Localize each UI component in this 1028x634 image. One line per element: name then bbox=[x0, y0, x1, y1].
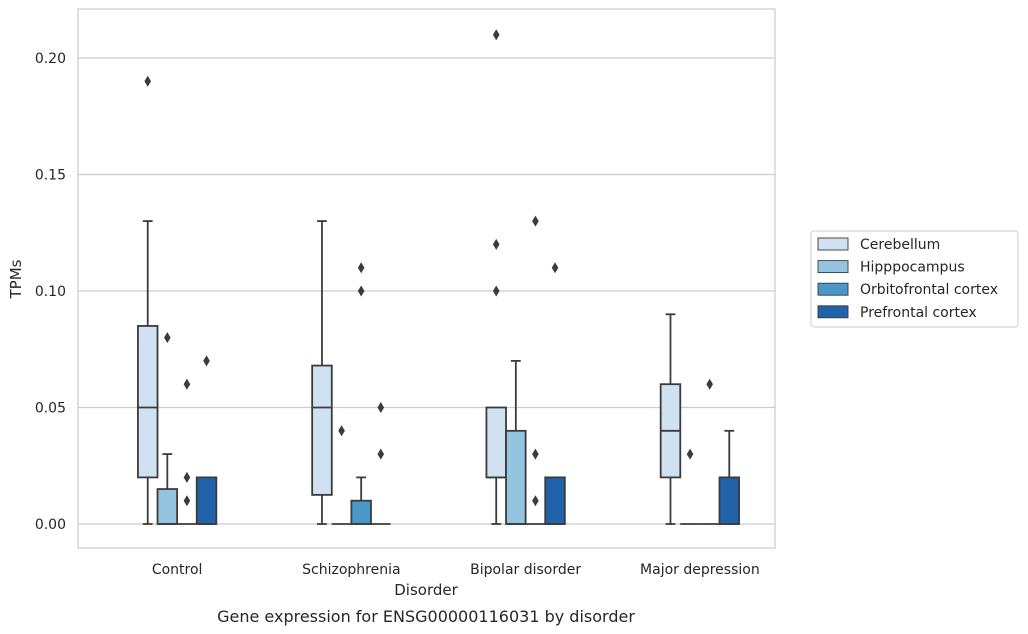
box-orbitofrontal-cortex bbox=[350, 262, 372, 525]
box-cerebellum bbox=[485, 29, 507, 525]
y-tick-label: 0.05 bbox=[35, 401, 66, 417]
outlier-point bbox=[532, 495, 539, 507]
outlier-point bbox=[492, 29, 500, 41]
outlier-point bbox=[706, 378, 713, 390]
outlier-point bbox=[532, 215, 539, 227]
x-tick-label: Schizophrenia bbox=[302, 562, 400, 578]
outlier-point bbox=[492, 285, 500, 297]
plot-frame bbox=[77, 8, 776, 549]
outlier-point bbox=[338, 425, 345, 437]
legend: Cerebellum Hipppocampus Orbitofrontal cort… bbox=[810, 230, 1019, 328]
box-body bbox=[505, 429, 527, 525]
box-orbitofrontal-cortex bbox=[525, 215, 546, 525]
box-prefrontal-cortex bbox=[195, 355, 218, 525]
y-tick-label: 0.10 bbox=[35, 284, 66, 300]
box-body bbox=[311, 364, 333, 496]
outlier-point bbox=[532, 448, 539, 460]
box-orbitofrontal-cortex bbox=[177, 378, 197, 525]
y-tick-labels: 0.00 0.05 0.10 0.15 0.20 bbox=[35, 51, 66, 533]
outlier-point bbox=[492, 238, 500, 250]
outlier-point bbox=[377, 448, 385, 460]
outlier-point bbox=[183, 378, 191, 390]
y-tick-label: 0.15 bbox=[35, 168, 66, 184]
box-orbitofrontal-cortex bbox=[699, 378, 720, 525]
outlier-point bbox=[357, 285, 365, 297]
legend-label: Orbitofrontal cortex bbox=[860, 282, 998, 298]
outlier-point bbox=[686, 448, 694, 460]
box-hipppocampus bbox=[331, 425, 352, 525]
box-prefrontal-cortex bbox=[718, 429, 740, 525]
legend-frame bbox=[810, 230, 1019, 328]
box-groups bbox=[137, 29, 740, 525]
outlier-point bbox=[551, 262, 559, 274]
legend-swatch bbox=[817, 260, 849, 274]
outlier-point bbox=[164, 332, 171, 344]
legend-swatch bbox=[817, 237, 849, 251]
x-tick-labels: Control Schizophrenia Bipolar disorder Majo… bbox=[152, 562, 760, 578]
box-prefrontal-cortex bbox=[370, 402, 391, 525]
outlier-point bbox=[377, 402, 385, 413]
box-body bbox=[156, 488, 179, 525]
plot-background bbox=[78, 9, 775, 548]
x-tick-label: Control bbox=[152, 562, 203, 578]
outlier-point bbox=[357, 262, 365, 274]
outlier-point bbox=[203, 355, 210, 367]
box-hipppocampus bbox=[680, 448, 700, 525]
x-tick-label: Bipolar disorder bbox=[470, 562, 581, 578]
legend-label: Hipppocampus bbox=[860, 260, 965, 276]
box-body bbox=[350, 499, 372, 525]
legend-label: Prefrontal cortex bbox=[860, 305, 977, 321]
box-body bbox=[485, 406, 507, 479]
outlier-point bbox=[183, 495, 191, 507]
box-hipppocampus bbox=[505, 359, 527, 525]
x-axis-title: Disorder bbox=[394, 581, 458, 599]
outlier-point bbox=[144, 75, 152, 87]
legend-swatch bbox=[817, 305, 849, 319]
box-prefrontal-cortex bbox=[544, 262, 566, 525]
outlier-point bbox=[183, 471, 191, 483]
box-cerebellum bbox=[659, 313, 682, 525]
y-tick-label: 0.00 bbox=[35, 517, 66, 533]
box-hipppocampus bbox=[156, 332, 179, 525]
y-tick-label: 0.20 bbox=[35, 51, 66, 67]
box-body bbox=[137, 325, 159, 479]
chart-caption: Gene expression for ENSG00000116031 by d… bbox=[217, 607, 635, 626]
box-cerebellum bbox=[137, 75, 159, 525]
legend-label: Cerebellum bbox=[860, 237, 940, 253]
box-body bbox=[718, 476, 740, 525]
y-axis-title: TPMs bbox=[7, 259, 25, 299]
legend-swatch bbox=[817, 282, 849, 296]
box-cerebellum bbox=[311, 220, 333, 525]
box-body bbox=[544, 476, 566, 525]
box-body bbox=[195, 476, 218, 525]
x-tick-label: Major depression bbox=[640, 562, 760, 578]
